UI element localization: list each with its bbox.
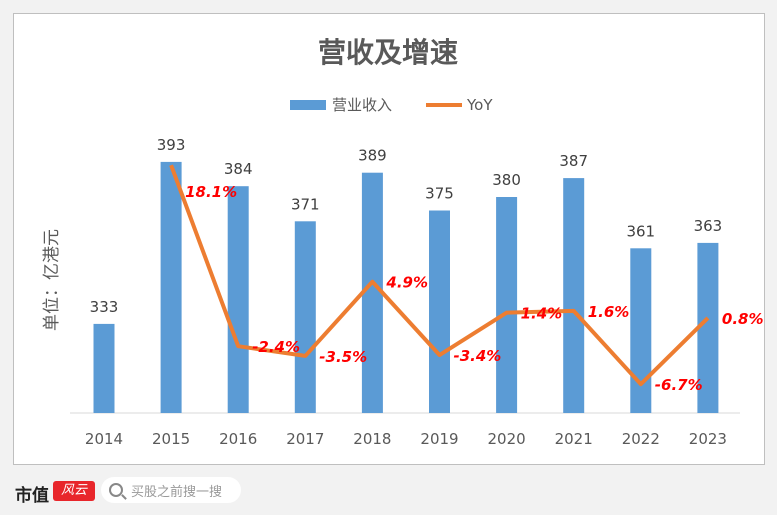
bar-value-label: 361 [626,222,655,240]
bar-2016 [227,186,249,413]
chart-title: 营收及增速 [318,36,458,69]
bar-value-label: 363 [694,217,723,235]
bar-2020 [496,197,518,413]
yoy-value-label: 4.9% [385,274,428,292]
search-box[interactable]: 买股之前搜一搜 [101,477,241,503]
x-tick-label: 2019 [420,430,458,448]
bar-2019 [429,210,450,413]
x-tick-label: 2014 [85,430,123,448]
yoy-value-label: 1.4% [521,305,563,323]
bar-2021 [563,178,585,413]
yoy-value-label: 18.1% [185,183,237,201]
bar-2022 [630,248,652,413]
bar-2017 [294,221,316,413]
y-axis-label: 单位：亿港元 [42,229,62,331]
x-tick-label: 2022 [622,430,660,448]
x-tick-label: 2021 [555,430,593,448]
bar-2014 [93,323,115,413]
x-tick-label: 2017 [286,430,324,448]
x-tick-label: 2016 [219,430,257,448]
bar-2015 [160,161,182,413]
footer: 市值 风云 买股之前搜一搜 [0,470,777,515]
legend-bar-swatch [290,100,326,110]
x-tick-label: 2020 [488,430,526,448]
legend-bar-label: 营业收入 [332,96,392,114]
bar-value-label: 371 [291,195,320,213]
search-icon [109,483,123,497]
bar-value-label: 375 [425,185,454,203]
bar-value-label: 387 [559,152,588,170]
x-tick-label: 2023 [689,430,727,448]
bar-2023 [697,242,719,413]
brand-logo: 市值 [15,486,49,506]
search-placeholder: 买股之前搜一搜 [131,484,223,500]
brand-badge: 风云 [53,481,95,501]
bar-2018 [361,172,383,413]
x-tick-label: 2018 [353,430,391,448]
yoy-value-label: -3.4% [454,347,502,365]
yoy-line [169,164,710,387]
bar-value-label: 389 [358,147,387,165]
bar-value-label: 393 [157,136,186,154]
chart: 营收及增速 营业收入 YoY 单位：亿港元 333 2014 393 2015 384 2… [42,36,764,448]
yoy-value-label: -6.7% [655,376,703,394]
yoy-value-label: 0.8% [722,310,764,328]
bar-value-label: 380 [492,171,521,189]
bar-value-label: 384 [224,160,253,178]
x-tick-label: 2015 [152,430,190,448]
legend-line-label: YoY [466,96,493,114]
yoy-value-label: 1.6% [588,303,630,321]
bar-value-label: 333 [90,298,119,316]
yoy-value-label: -3.5% [319,348,367,366]
yoy-value-label: -2.4% [252,338,300,356]
